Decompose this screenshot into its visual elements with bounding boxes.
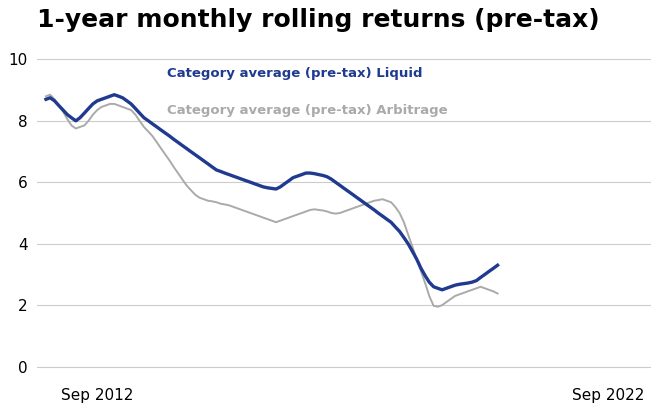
Text: Category average (pre-tax) Liquid: Category average (pre-tax) Liquid xyxy=(167,67,423,80)
Text: Category average (pre-tax) Arbitrage: Category average (pre-tax) Arbitrage xyxy=(167,104,447,117)
Text: 1-year monthly rolling returns (pre-tax): 1-year monthly rolling returns (pre-tax) xyxy=(38,8,600,32)
